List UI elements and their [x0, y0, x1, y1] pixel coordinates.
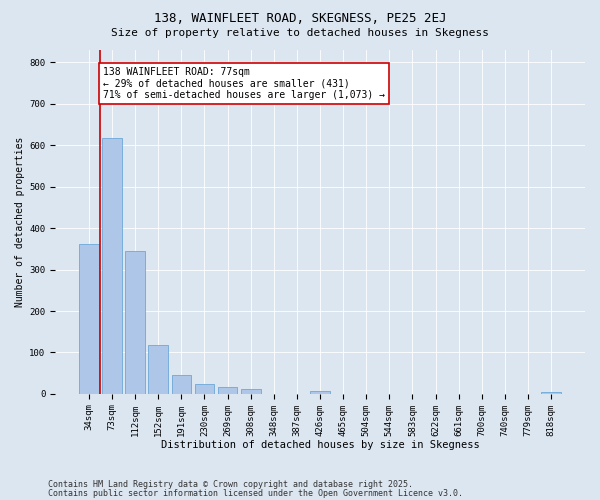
Text: 138, WAINFLEET ROAD, SKEGNESS, PE25 2EJ: 138, WAINFLEET ROAD, SKEGNESS, PE25 2EJ: [154, 12, 446, 26]
Bar: [148, 346, 168, 394]
Bar: [218, 387, 238, 394]
Bar: [172, 375, 191, 394]
Text: 138 WAINFLEET ROAD: 77sqm
← 29% of detached houses are smaller (431)
71% of semi: 138 WAINFLEET ROAD: 77sqm ← 29% of detac…: [103, 66, 385, 100]
Text: Size of property relative to detached houses in Skegness: Size of property relative to detached ho…: [111, 28, 489, 38]
Y-axis label: Number of detached properties: Number of detached properties: [15, 136, 25, 307]
X-axis label: Distribution of detached houses by size in Skegness: Distribution of detached houses by size …: [161, 440, 479, 450]
Bar: [541, 392, 561, 394]
Text: Contains HM Land Registry data © Crown copyright and database right 2025.: Contains HM Land Registry data © Crown c…: [48, 480, 413, 489]
Bar: [125, 251, 145, 394]
Text: Contains public sector information licensed under the Open Government Licence v3: Contains public sector information licen…: [48, 489, 463, 498]
Bar: [310, 390, 330, 394]
Bar: [241, 389, 260, 394]
Bar: [102, 138, 122, 394]
Bar: [194, 384, 214, 394]
Bar: [79, 244, 99, 394]
